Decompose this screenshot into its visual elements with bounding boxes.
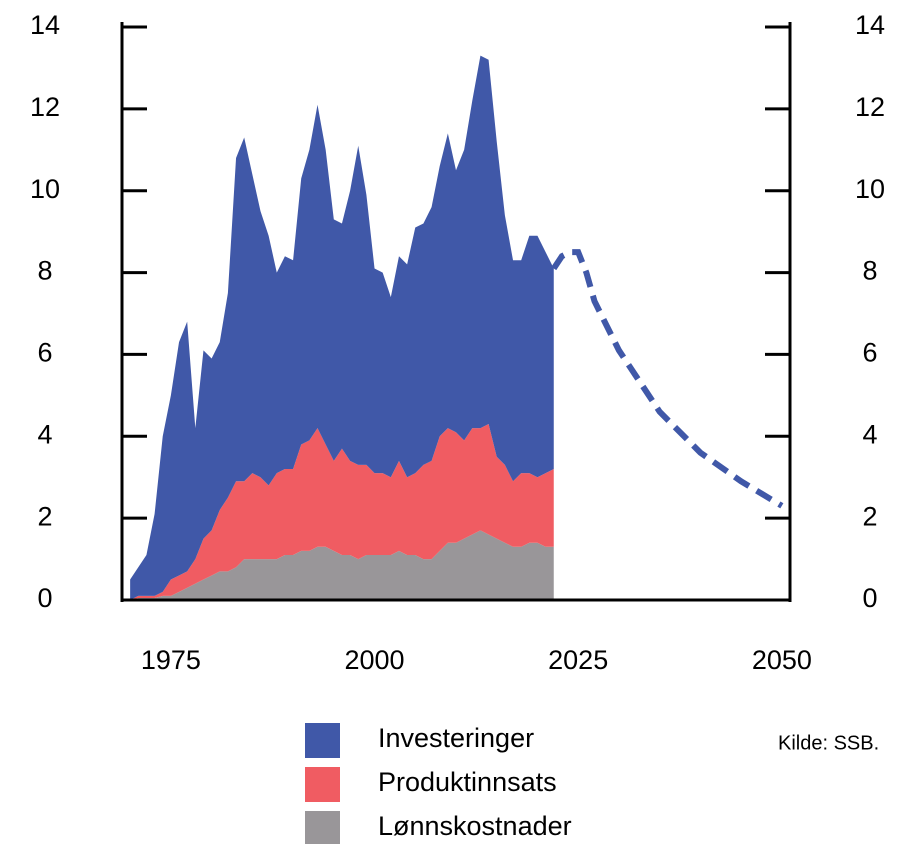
y-tick-label: 2 bbox=[37, 501, 52, 531]
projection-line bbox=[551, 249, 784, 509]
y2-tick-label: 6 bbox=[862, 338, 877, 368]
legend-label: Lønnskostnader bbox=[378, 811, 572, 841]
x-tick-label: 2000 bbox=[344, 645, 404, 675]
y-tick-label: 10 bbox=[30, 174, 60, 204]
area bbox=[130, 55, 554, 600]
area bbox=[130, 530, 554, 600]
x-tick-label: 2025 bbox=[548, 645, 608, 675]
y2-tick-label: 14 bbox=[855, 10, 885, 40]
y2-tick-label: 10 bbox=[855, 174, 885, 204]
legend-label: Investeringer bbox=[378, 723, 534, 753]
legend-swatch bbox=[305, 811, 340, 844]
y-tick-label: 0 bbox=[37, 583, 52, 613]
y2-tick-label: 8 bbox=[862, 256, 877, 286]
y-tick-label: 6 bbox=[37, 338, 52, 368]
x-tick-label: 1975 bbox=[141, 645, 201, 675]
legend-swatch bbox=[305, 767, 340, 802]
y-tick-label: 14 bbox=[30, 10, 60, 40]
legend-label: Produktinnsats bbox=[378, 767, 557, 797]
legend-swatch bbox=[305, 723, 340, 758]
y2-tick-label: 2 bbox=[862, 501, 877, 531]
y-tick-label: 4 bbox=[37, 419, 52, 449]
x-tick-label: 2050 bbox=[752, 645, 812, 675]
area bbox=[130, 424, 554, 600]
y2-tick-label: 12 bbox=[855, 92, 885, 122]
y-tick-label: 8 bbox=[37, 256, 52, 286]
y2-tick-label: 0 bbox=[862, 583, 877, 613]
y2-tick-label: 4 bbox=[862, 419, 877, 449]
source: Kilde: SSB. bbox=[778, 732, 879, 754]
y-tick-label: 12 bbox=[30, 92, 60, 122]
